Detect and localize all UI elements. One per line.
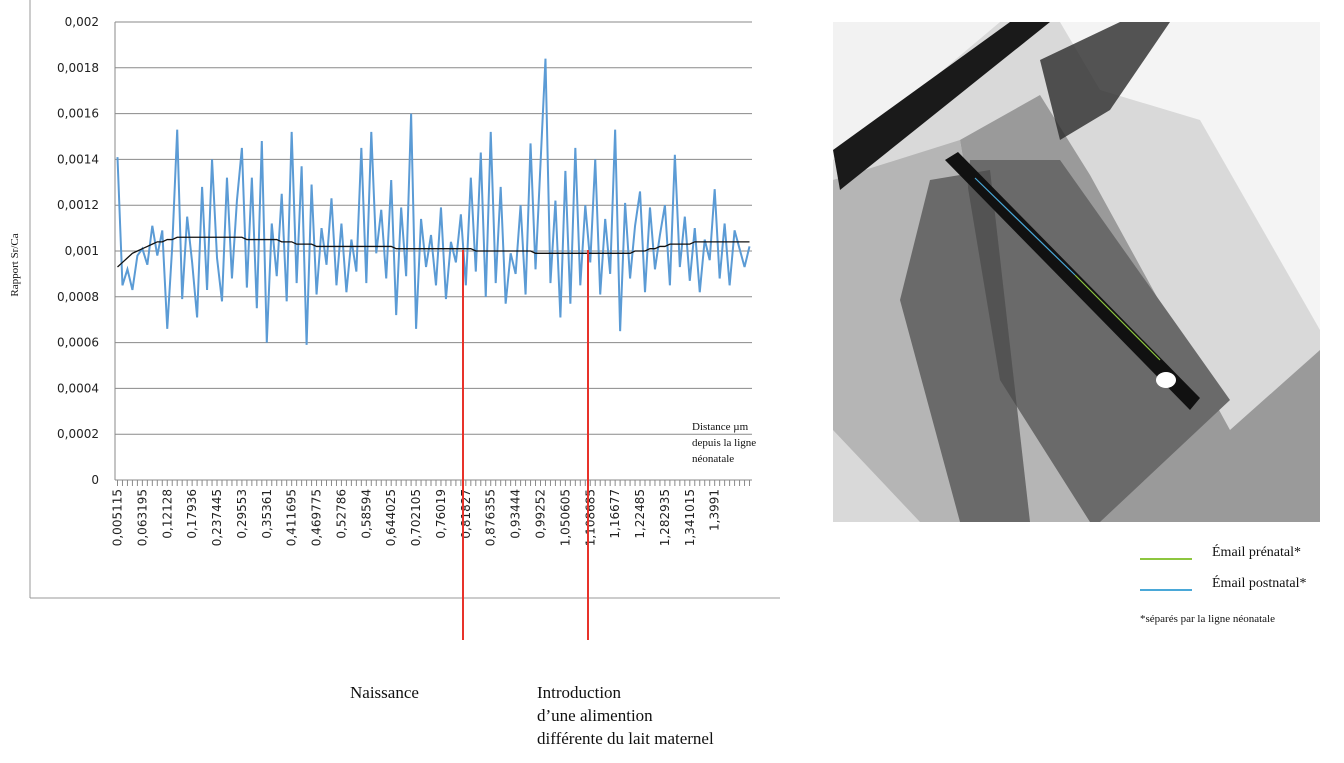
y-tick-label: 0 xyxy=(91,473,99,487)
x-tick-label: 0,76019 xyxy=(434,489,448,539)
x-tick-label: 0,12128 xyxy=(160,489,174,539)
postnatal-line xyxy=(974,177,1076,276)
x-axis-label: néonatale xyxy=(692,453,734,465)
data-line xyxy=(116,58,751,345)
micrograph xyxy=(833,22,1320,522)
x-tick-label: 0,063195 xyxy=(135,489,149,546)
y-tick-label: 0,0016 xyxy=(57,107,99,121)
y-tick-label: 0,002 xyxy=(65,15,99,29)
x-tick-label: 0,702105 xyxy=(409,489,423,546)
x-tick-label: 1,282935 xyxy=(658,489,672,546)
x-tick-label: 0,876355 xyxy=(484,489,498,546)
x-tick-label: 1,16677 xyxy=(608,489,622,539)
x-tick-label: 0,237445 xyxy=(210,489,224,546)
y-tick-label: 0,0008 xyxy=(57,290,99,304)
annotation: Naissance xyxy=(350,683,419,702)
x-tick-label: 0,35361 xyxy=(260,489,274,539)
x-tick-label: 1,341015 xyxy=(683,489,697,546)
x-axis-label: Distance µm xyxy=(692,421,749,433)
x-tick-label: 0,469775 xyxy=(310,489,324,546)
x-tick-label: 0,58594 xyxy=(359,489,373,539)
legend-label: Émail prénatal* xyxy=(1212,543,1301,560)
y-tick-label: 0,0014 xyxy=(57,152,99,166)
x-tick-label: 1,22485 xyxy=(633,489,647,539)
annotation: d’une alimention xyxy=(537,706,653,725)
y-tick-label: 0,0012 xyxy=(57,198,99,212)
x-tick-label: 0,93444 xyxy=(509,489,523,539)
x-axis-label: depuis la ligne xyxy=(692,437,756,449)
x-tick-label: 0,411695 xyxy=(285,489,299,546)
x-tick-label: 1,050605 xyxy=(558,489,572,546)
x-tick-label: 0,644025 xyxy=(384,489,398,546)
y-tick-label: 0,0002 xyxy=(57,427,99,441)
y-tick-label: 0,001 xyxy=(65,244,99,258)
y-tick-label: 0,0004 xyxy=(57,381,99,395)
x-tick-label: 0,81827 xyxy=(459,489,473,539)
data-line xyxy=(117,236,750,268)
note: *séparés par la ligne néonatale xyxy=(1140,613,1275,625)
x-tick-label: 0,29553 xyxy=(235,489,249,539)
annotation: différente du lait maternel xyxy=(537,729,714,748)
y-axis-label: Rapport Sr/Ca xyxy=(9,233,21,296)
x-tick-label: 1,3991 xyxy=(708,489,722,531)
x-tick-label: 0,99252 xyxy=(533,489,547,539)
x-tick-label: 0,17936 xyxy=(185,489,199,539)
prenatal-line xyxy=(1074,274,1161,361)
legend-label: Émail postnatal* xyxy=(1212,574,1306,591)
x-tick-label: 1,108685 xyxy=(583,489,597,546)
annotation: Introduction xyxy=(537,683,622,702)
y-tick-label: 0,0006 xyxy=(57,336,99,350)
y-tick-label: 0,0018 xyxy=(57,61,99,75)
x-tick-label: 0,52786 xyxy=(334,489,348,539)
x-tick-label: 0,005115 xyxy=(110,489,124,546)
